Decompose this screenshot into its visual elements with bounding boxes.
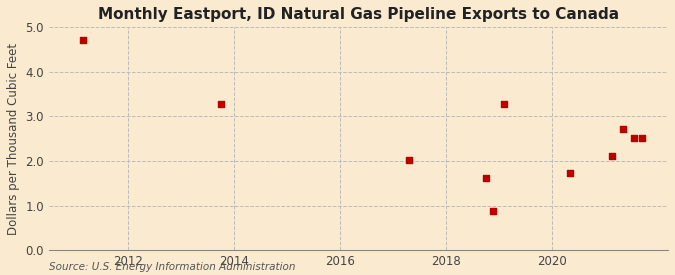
Point [565,171,576,175]
Text: Source: U.S. Energy Information Administration: Source: U.S. Energy Information Administ… [49,262,296,272]
Point [618,127,628,131]
Point [404,158,414,162]
Point [607,153,618,158]
Point [215,102,226,107]
Title: Monthly Eastport, ID Natural Gas Pipeline Exports to Canada: Monthly Eastport, ID Natural Gas Pipelin… [98,7,619,22]
Point [488,209,499,213]
Point [637,136,647,140]
Point [78,38,89,42]
Point [480,176,491,180]
Point [628,136,639,140]
Y-axis label: Dollars per Thousand Cubic Feet: Dollars per Thousand Cubic Feet [7,43,20,235]
Point [499,102,510,107]
